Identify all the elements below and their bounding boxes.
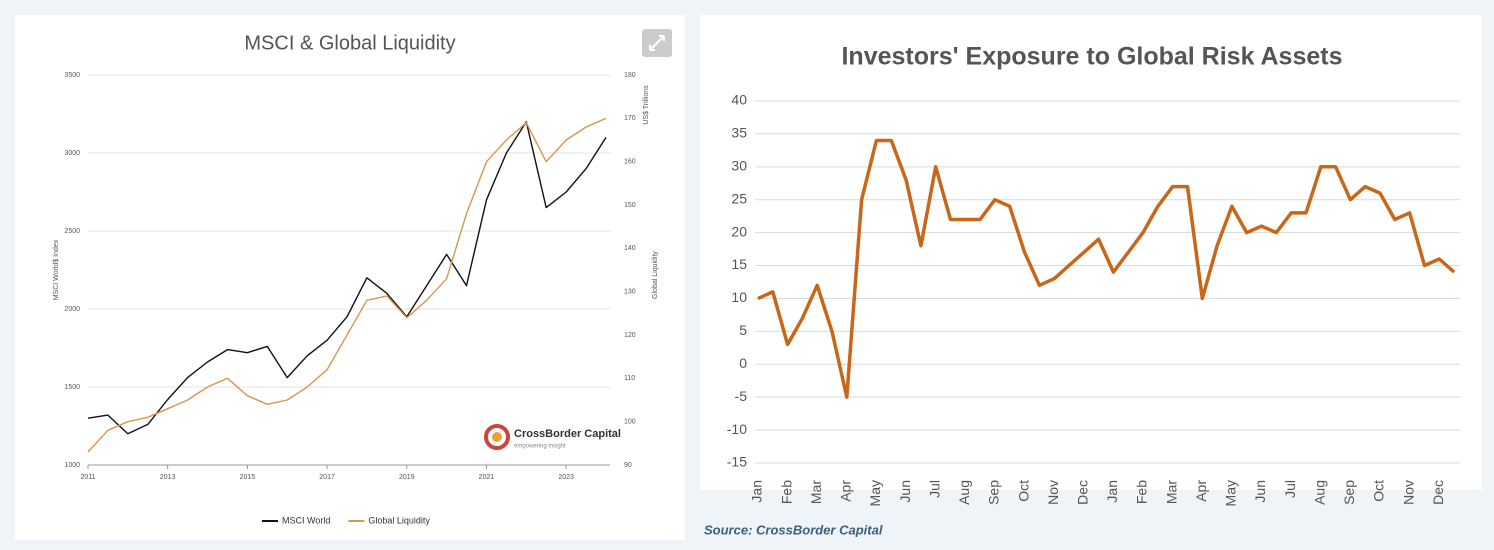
x-tick-label: Aug <box>1311 480 1327 505</box>
y2-axis-unit: US$ Trillions <box>643 85 650 125</box>
x-tick-label: May <box>867 480 883 506</box>
x-tick-label: Sep <box>1341 480 1357 505</box>
x-tick-label: Jan <box>749 480 765 503</box>
logo-mark <box>492 432 502 442</box>
source-note: Source: CrossBorder Capital <box>704 522 883 537</box>
logo-tagline: empowering insight <box>514 444 566 450</box>
y2-tick-label: 150 <box>624 202 636 209</box>
y-tick-label: 3000 <box>64 150 80 157</box>
x-tick-label: Feb <box>1134 480 1150 504</box>
logo-mark <box>484 424 510 450</box>
expand-button[interactable] <box>642 29 672 57</box>
y2-tick-label: 110 <box>624 375 635 382</box>
legend-label: Global Liquidity <box>368 515 430 525</box>
x-tick-label: Nov <box>1045 480 1061 505</box>
x-tick-label: Jan <box>1104 480 1120 503</box>
y2-tick-label: 180 <box>624 72 636 79</box>
logo-name: CrossBorder Capital <box>514 428 621 440</box>
y-tick-label: 2000 <box>64 306 80 313</box>
y-tick-label: -5 <box>735 388 748 404</box>
right-panel <box>700 15 1482 490</box>
y-tick-label: 1500 <box>64 384 80 391</box>
y-tick-label: 25 <box>731 190 747 206</box>
x-tick-label: Mar <box>808 480 824 504</box>
y2-tick-label: 160 <box>624 159 636 166</box>
x-tick-label: Nov <box>1400 480 1416 505</box>
x-tick-label: 2021 <box>479 474 495 481</box>
x-tick-label: 2017 <box>319 474 335 481</box>
y-tick-label: 3500 <box>64 72 80 79</box>
legend-label: MSCI World <box>282 515 330 525</box>
left-panel <box>15 15 685 540</box>
y-tick-label: 0 <box>739 355 747 371</box>
x-tick-label: 2011 <box>80 474 95 481</box>
y-tick-label: 10 <box>731 289 747 305</box>
data-line <box>87 121 607 435</box>
y-tick-label: 15 <box>731 256 747 272</box>
x-tick-label: 2019 <box>399 474 415 481</box>
x-tick-label: 2013 <box>160 474 176 481</box>
x-tick-label: Mar <box>1163 480 1179 504</box>
y-tick-label: 20 <box>731 223 747 239</box>
chart-title: Investors' Exposure to Global Risk Asset… <box>841 43 1342 71</box>
x-tick-label: Jun <box>1252 480 1268 503</box>
x-tick-label: Apr <box>838 480 854 502</box>
x-tick-label: Jul <box>926 480 942 498</box>
y-tick-label: 35 <box>731 125 747 141</box>
y2-tick-label: 140 <box>624 245 636 252</box>
y-axis-label: MSCI World$ Index <box>53 239 60 300</box>
x-tick-label: 2015 <box>240 474 256 481</box>
y2-axis-label: Global Liquidity <box>652 251 659 299</box>
y-tick-label: 2500 <box>64 228 80 235</box>
y-tick-label: 30 <box>731 158 747 174</box>
x-tick-label: May <box>1223 480 1239 506</box>
expand-icon <box>649 35 665 51</box>
y-tick-label: 1000 <box>64 462 80 469</box>
y2-tick-label: 90 <box>624 462 632 469</box>
y-tick-label: -15 <box>727 454 747 470</box>
x-tick-label: Feb <box>778 480 794 504</box>
y-tick-label: 5 <box>739 322 747 338</box>
x-tick-label: Apr <box>1193 480 1209 502</box>
y2-tick-label: 170 <box>624 115 636 122</box>
logo: CrossBorder Capital empowering insight <box>484 424 621 450</box>
x-tick-label: Aug <box>956 480 972 505</box>
y2-tick-label: 120 <box>624 332 636 339</box>
y-tick-label: 40 <box>731 92 747 108</box>
x-tick-label: 2023 <box>558 474 574 481</box>
chart-title: MSCI & Global Liquidity <box>244 32 455 54</box>
x-tick-label: Dec <box>1075 480 1091 505</box>
y2-tick-label: 100 <box>624 419 636 426</box>
y2-tick-label: 130 <box>624 289 636 296</box>
y-tick-label: -10 <box>727 421 747 437</box>
x-tick-label: Jul <box>1282 480 1298 498</box>
data-line <box>757 138 1456 399</box>
x-tick-label: Dec <box>1430 480 1446 505</box>
x-tick-label: Oct <box>1371 480 1387 502</box>
x-tick-label: Sep <box>986 480 1002 505</box>
x-tick-label: Jun <box>897 480 913 503</box>
data-line <box>87 117 607 453</box>
x-tick-label: Oct <box>1015 480 1031 502</box>
